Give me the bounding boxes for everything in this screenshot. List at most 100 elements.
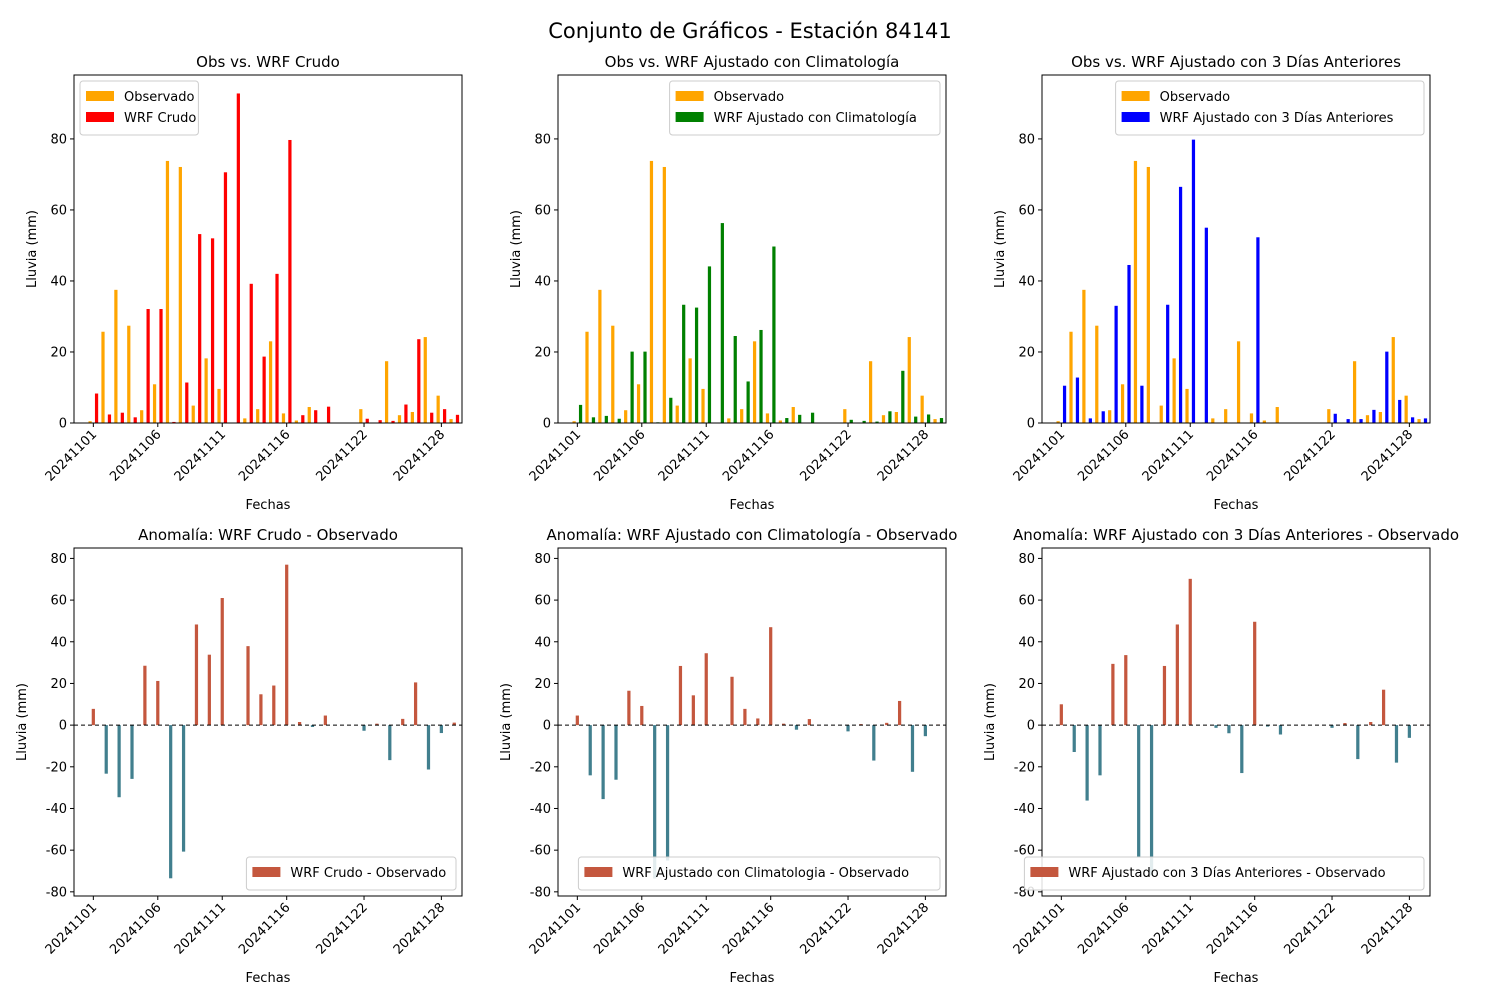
x-tick-label: 20241106 bbox=[107, 427, 164, 484]
x-tick-label: 20241101 bbox=[1011, 900, 1068, 957]
axes-frame bbox=[557, 547, 947, 897]
x-tick-label: 20241122 bbox=[1281, 427, 1338, 484]
anomaly-bar bbox=[1149, 725, 1154, 876]
bar-observado bbox=[1185, 388, 1189, 423]
subplot-2: 0 20 40 60 80 20241101 20241106 20241111 2024111… bbox=[509, 53, 947, 513]
bar-wrf bbox=[417, 339, 421, 423]
y-axis-label: Lluvia (mm) bbox=[15, 683, 30, 761]
bar-observado bbox=[127, 325, 131, 423]
bar-observado bbox=[1172, 358, 1176, 423]
bar-observado bbox=[1236, 341, 1241, 423]
bar-wrf bbox=[1359, 419, 1363, 423]
y-tick-label: 40 bbox=[534, 274, 551, 289]
anomaly-bar bbox=[130, 725, 134, 779]
bar-observado bbox=[624, 410, 628, 423]
bar-wrf bbox=[326, 406, 331, 423]
y-tick-label: -80 bbox=[46, 885, 67, 900]
anomaly-bar bbox=[872, 725, 876, 761]
bar-wrf bbox=[1178, 186, 1183, 423]
y-tick-label: 20 bbox=[1018, 345, 1035, 360]
anomaly-bar bbox=[1369, 722, 1373, 726]
axes-frame bbox=[1041, 74, 1431, 424]
x-tick-label: 20241128 bbox=[1359, 900, 1416, 957]
bar-observado bbox=[1352, 361, 1357, 423]
bar-observado bbox=[1417, 419, 1421, 423]
axes-frame bbox=[73, 547, 463, 897]
y-tick-label: 20 bbox=[50, 345, 67, 360]
legend-label: Observado bbox=[1160, 90, 1231, 105]
bar-observado bbox=[256, 409, 260, 423]
y-tick-label: -60 bbox=[530, 844, 551, 859]
y-tick-label: 0 bbox=[543, 719, 551, 734]
legend: Observado WRF Ajustado con Climatología bbox=[669, 80, 941, 136]
bar-wrf bbox=[1398, 399, 1402, 423]
legend: WRF Crudo - Observado bbox=[245, 856, 457, 891]
legend-swatch bbox=[1121, 112, 1150, 122]
anomaly-bar bbox=[1175, 624, 1179, 726]
x-tick-label: 20241122 bbox=[797, 427, 854, 484]
bar-wrf bbox=[262, 356, 266, 423]
bar-observado bbox=[152, 384, 157, 423]
anomaly-bar bbox=[743, 708, 747, 726]
legend-box bbox=[669, 80, 941, 136]
anomaly-bar bbox=[859, 724, 863, 726]
bar-wrf bbox=[617, 418, 621, 423]
legend-label: WRF Ajustado con Climatologia - Observad… bbox=[622, 866, 909, 881]
x-tick-label: 20241101 bbox=[527, 427, 584, 484]
anomaly-bar bbox=[588, 725, 592, 776]
bar-observado bbox=[1095, 325, 1099, 423]
anomaly-bar bbox=[1407, 725, 1411, 738]
bar-wrf bbox=[772, 246, 776, 423]
bar-observado bbox=[1365, 415, 1370, 423]
x-tick-label: 20241122 bbox=[797, 900, 854, 957]
legend-label: WRF Ajustado con 3 Días Anteriores - Obs… bbox=[1068, 866, 1385, 881]
x-tick-label: 20241116 bbox=[236, 427, 293, 484]
bar-observado bbox=[1159, 405, 1163, 423]
anomaly-bar bbox=[1214, 725, 1218, 728]
bar-wrf bbox=[1075, 377, 1080, 423]
y-tick-label: -60 bbox=[1014, 844, 1035, 859]
x-tick-label: 20241122 bbox=[313, 427, 370, 484]
bar-wrf bbox=[578, 404, 583, 423]
bar-observado bbox=[701, 388, 705, 423]
bar-wrf bbox=[391, 420, 395, 423]
anomaly-bar bbox=[246, 646, 250, 726]
legend-label: Observado bbox=[714, 90, 785, 105]
x-axis-label: Fechas bbox=[730, 971, 775, 986]
subplot-1: 0 20 40 60 80 20241101 20241106 20241111 2024111… bbox=[25, 53, 463, 513]
bar-observado bbox=[1262, 420, 1266, 423]
y-tick-label: 20 bbox=[50, 677, 67, 692]
y-axis-label: Lluvia (mm) bbox=[499, 683, 514, 761]
anomaly-bar bbox=[730, 676, 734, 726]
axes-frame bbox=[557, 74, 947, 424]
legend-box bbox=[245, 856, 457, 891]
anomaly-bar bbox=[1188, 578, 1192, 726]
bar-observado bbox=[740, 409, 744, 423]
bar-wrf bbox=[901, 370, 905, 423]
anomaly-bar bbox=[452, 722, 456, 726]
y-tick-label: 60 bbox=[534, 594, 551, 609]
bar-wrf bbox=[720, 223, 724, 423]
bar-wrf bbox=[926, 414, 931, 423]
y-tick-label: 20 bbox=[534, 345, 551, 360]
bar-wrf bbox=[172, 421, 176, 423]
anomaly-bar bbox=[769, 627, 773, 726]
y-axis-label: Lluvia (mm) bbox=[509, 210, 524, 288]
anomaly-bar bbox=[665, 725, 670, 861]
bar-wrf bbox=[1191, 139, 1196, 423]
bar-wrf bbox=[404, 404, 408, 423]
anomaly-bar bbox=[807, 719, 811, 726]
axes-frame bbox=[1041, 547, 1431, 897]
bar-observado bbox=[359, 409, 363, 423]
legend-label: WRF Ajustado con 3 Días Anteriores bbox=[1160, 111, 1394, 126]
bar-wrf bbox=[914, 416, 918, 423]
anomaly-bar bbox=[910, 725, 915, 772]
bar-observado bbox=[1275, 407, 1279, 423]
y-tick-label: 60 bbox=[50, 594, 67, 609]
anomaly-bar bbox=[1059, 704, 1063, 726]
bar-observado bbox=[268, 341, 273, 423]
x-tick-label: 20241128 bbox=[875, 900, 932, 957]
bar-wrf bbox=[1333, 413, 1337, 423]
x-tick-label: 20241128 bbox=[1359, 427, 1416, 484]
